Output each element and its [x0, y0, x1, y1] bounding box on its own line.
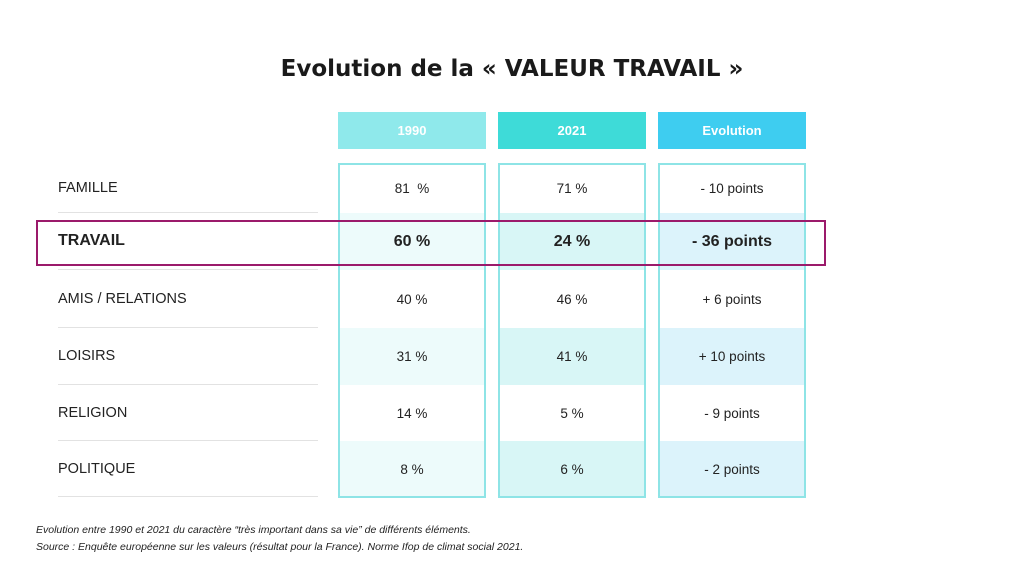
table-cell: 8 %: [338, 441, 486, 497]
table-cell: 81 %: [394, 180, 430, 196]
row-label: RELIGION: [58, 385, 318, 441]
table-cell: 6 %: [498, 441, 646, 497]
table-cell: 24 %: [498, 213, 646, 270]
table-cell: 31 %: [338, 328, 486, 385]
table-cell: 40 %: [396, 291, 428, 307]
table-cell: 71 %: [556, 180, 588, 196]
table-cell: + 10 points: [658, 328, 806, 385]
column-border: [658, 163, 806, 498]
column-header: Evolution: [658, 112, 806, 149]
table-cell: 46 %: [556, 291, 588, 307]
table-cell: - 9 points: [704, 405, 760, 421]
row-label: AMIS / RELATIONS: [58, 270, 318, 328]
table-cell: - 10 points: [700, 180, 764, 196]
column-header: 1990: [338, 112, 486, 149]
row-label: LOISIRS: [58, 328, 318, 385]
table-cell: 14 %: [396, 405, 428, 421]
table-cell: 41 %: [498, 328, 646, 385]
table-cell: - 36 points: [658, 213, 806, 270]
column-border: [338, 163, 486, 498]
table-cell: 60 %: [338, 213, 486, 270]
title: Evolution de la « VALEUR TRAVAIL »: [280, 56, 744, 82]
row-label: FAMILLE: [58, 163, 318, 213]
table-cell: + 6 points: [702, 291, 762, 307]
column-border: [498, 163, 646, 498]
footnote: Evolution entre 1990 et 2021 du caractèr…: [36, 524, 471, 536]
row-label: POLITIQUE: [58, 441, 318, 497]
table-cell: - 2 points: [658, 441, 806, 497]
table-cell: 5 %: [560, 405, 584, 421]
row-label: TRAVAIL: [58, 213, 318, 270]
column-header: 2021: [498, 112, 646, 149]
footnote: Source : Enquête européenne sur les vale…: [36, 541, 524, 553]
highlight-box: [36, 220, 826, 266]
